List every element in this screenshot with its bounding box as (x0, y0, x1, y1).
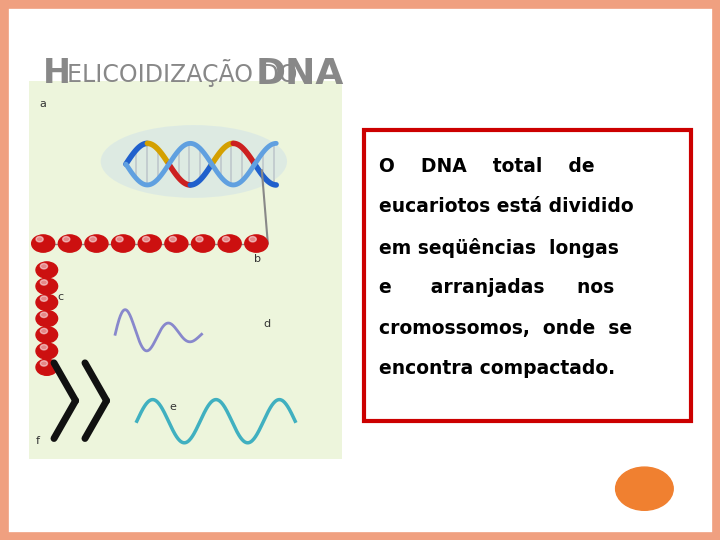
Circle shape (85, 235, 108, 252)
Circle shape (116, 237, 123, 242)
Text: e      arranjadas     nos: e arranjadas nos (379, 278, 615, 297)
Circle shape (63, 237, 70, 242)
Text: eucariotos está dividido: eucariotos está dividido (379, 197, 634, 216)
Text: c: c (58, 292, 64, 302)
Circle shape (36, 343, 58, 359)
Circle shape (36, 294, 58, 310)
Circle shape (40, 296, 48, 301)
Circle shape (36, 327, 58, 343)
Circle shape (138, 235, 161, 252)
Circle shape (249, 237, 256, 242)
Circle shape (40, 280, 48, 285)
Text: cromossomos,  onde  se: cromossomos, onde se (379, 319, 633, 338)
Text: e: e (170, 402, 176, 412)
Circle shape (222, 237, 230, 242)
Circle shape (32, 235, 55, 252)
Circle shape (40, 345, 48, 350)
Circle shape (196, 237, 203, 242)
Text: ELICOIDIZAÇÃO DO: ELICOIDIZAÇÃO DO (67, 59, 305, 87)
Text: H: H (43, 57, 71, 90)
Circle shape (616, 467, 673, 510)
Circle shape (36, 237, 43, 242)
Circle shape (245, 235, 268, 252)
Circle shape (165, 235, 188, 252)
Circle shape (36, 310, 58, 327)
Circle shape (40, 328, 48, 334)
Bar (364, 130, 691, 421)
Circle shape (40, 361, 48, 366)
Bar (29, 81, 342, 459)
Text: DNA: DNA (256, 57, 344, 91)
Circle shape (36, 359, 58, 375)
Circle shape (192, 235, 215, 252)
Text: d: d (264, 319, 271, 329)
Circle shape (112, 235, 135, 252)
Text: O    DNA    total    de: O DNA total de (379, 157, 595, 176)
Text: em seqüências  longas: em seqüências longas (379, 238, 619, 258)
Circle shape (89, 237, 96, 242)
Text: b: b (254, 254, 261, 265)
Circle shape (36, 262, 58, 278)
Circle shape (143, 237, 150, 242)
Circle shape (169, 237, 176, 242)
Circle shape (218, 235, 241, 252)
Circle shape (40, 264, 48, 269)
Text: f: f (36, 436, 40, 446)
Ellipse shape (101, 125, 287, 198)
Text: a: a (40, 99, 47, 110)
Circle shape (40, 312, 48, 318)
Circle shape (36, 278, 58, 294)
Circle shape (58, 235, 81, 252)
Text: encontra compactado.: encontra compactado. (379, 359, 616, 378)
